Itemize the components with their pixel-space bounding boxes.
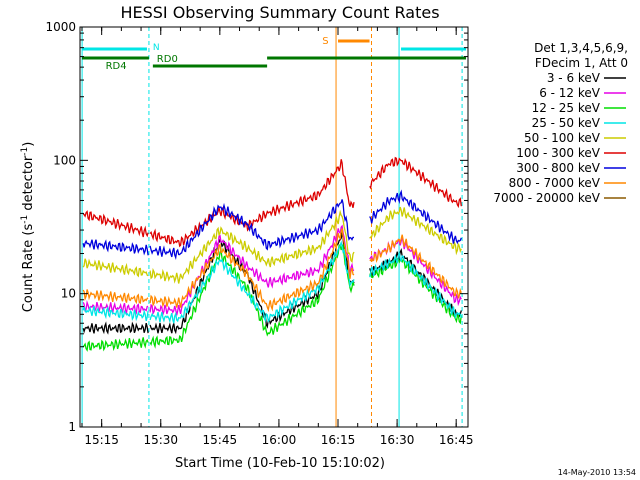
y-tick-label: 1000 — [45, 20, 76, 34]
legend-entry-label: 25 - 50 keV — [532, 116, 601, 130]
x-tick-label: 15:15 — [84, 433, 119, 447]
legend-entry-label: 12 - 25 keV — [532, 101, 601, 115]
legend-entry-label: 100 - 300 keV — [516, 146, 600, 160]
n-annotation: N — [153, 43, 160, 53]
rd4-annotation: RD4 — [106, 61, 127, 72]
legend: Det 1,3,4,5,6,9, FDecim 1, Att 0 3 - 6 k… — [493, 41, 628, 205]
x-tick-label: 15:30 — [143, 433, 178, 447]
plot-frame — [79, 26, 469, 428]
series-line-800-7000-kev — [82, 228, 462, 313]
series-line-25-50-kev — [82, 240, 462, 324]
legend-entry-label: 50 - 100 keV — [524, 131, 601, 145]
legend-header-decimation: FDecim 1, Att 0 — [535, 56, 628, 70]
y-axis: 1 10 100 1000 — [45, 20, 468, 434]
legend-entry-label: 800 - 7000 keV — [509, 176, 601, 190]
x-axis-label: Start Time (10-Feb-10 15:10:02) — [175, 456, 385, 471]
x-tick-label: 16:30 — [380, 433, 415, 447]
y-tick-label: 100 — [53, 153, 76, 167]
s-annotation: S — [322, 36, 328, 47]
legend-entry-label: 3 - 6 keV — [547, 71, 601, 85]
y-tick-label: 10 — [61, 287, 76, 301]
series-line-300-800-kev — [82, 189, 462, 260]
x-tick-label: 16:00 — [262, 433, 297, 447]
legend-header-detectors: Det 1,3,4,5,6,9, — [534, 41, 628, 55]
legend-entry-label: 7000 - 20000 keV — [493, 191, 600, 205]
rd0-annotation: RD0 — [157, 54, 178, 65]
x-tick-label: 16:45 — [439, 433, 474, 447]
legend-entry-label: 300 - 800 keV — [516, 161, 600, 175]
x-tick-label: 16:15 — [321, 433, 356, 447]
timestamp: 14-May-2010 13:54 — [558, 468, 636, 477]
x-tick-label: 15:45 — [203, 433, 238, 447]
y-axis-label: Count Rate (s-1 detector-1) — [20, 142, 36, 313]
x-axis: 15:15 15:30 15:45 16:00 16:15 16:30 16:45 — [81, 27, 474, 447]
series-line-100-300-kev — [82, 156, 462, 248]
series-line-50-100-kev — [82, 206, 462, 284]
legend-entry-label: 6 - 12 keV — [539, 86, 601, 100]
chart-title: HESSI Observing Summary Count Rates — [120, 3, 439, 22]
y-tick-label: 1 — [68, 420, 76, 434]
series-line-12-25-kev — [82, 244, 462, 352]
